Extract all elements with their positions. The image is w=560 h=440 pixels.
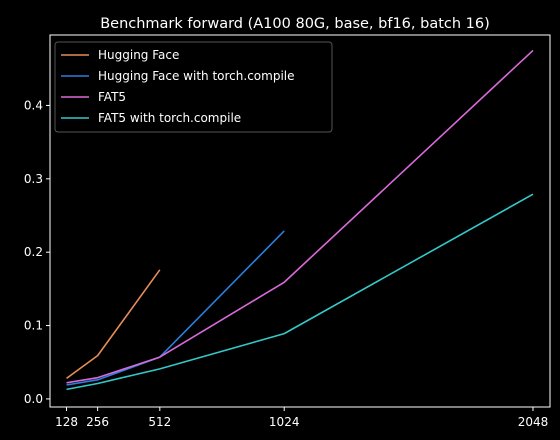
series-layer — [66, 49, 534, 391]
series-line-2 — [66, 49, 534, 384]
legend-entry: FAT5 — [98, 90, 126, 104]
legend-entry: Hugging Face — [98, 48, 179, 62]
legend-box — [54, 41, 333, 133]
y-tick-label: 0.3 — [24, 172, 43, 186]
x-tick-label: 128 — [55, 415, 78, 429]
chart-title: Benchmark forward (A100 80G, base, bf16,… — [100, 16, 490, 32]
y-tick-label: 0.4 — [24, 98, 43, 112]
x-tick-label: 2048 — [518, 415, 549, 429]
y-tick-label: 0.2 — [24, 245, 43, 259]
x-axis: 128 256 512 1024 2048 — [55, 407, 548, 429]
y-tick-label: 0.1 — [24, 319, 43, 333]
series-line-0 — [66, 269, 161, 380]
series-line-1 — [66, 230, 285, 386]
legend: Hugging Face Hugging Face with torch.comp… — [54, 41, 333, 133]
x-tick-label: 512 — [148, 415, 171, 429]
y-axis: 0.0 0.1 0.2 0.3 0.4 — [24, 98, 50, 406]
legend-entry: Hugging Face with torch.compile — [98, 69, 295, 83]
legend-entry: FAT5 with torch.compile — [98, 111, 241, 125]
y-tick-label: 0.0 — [24, 392, 43, 406]
x-tick-label: 1024 — [269, 415, 300, 429]
series-line-3 — [66, 193, 534, 391]
x-tick-label: 256 — [86, 415, 109, 429]
